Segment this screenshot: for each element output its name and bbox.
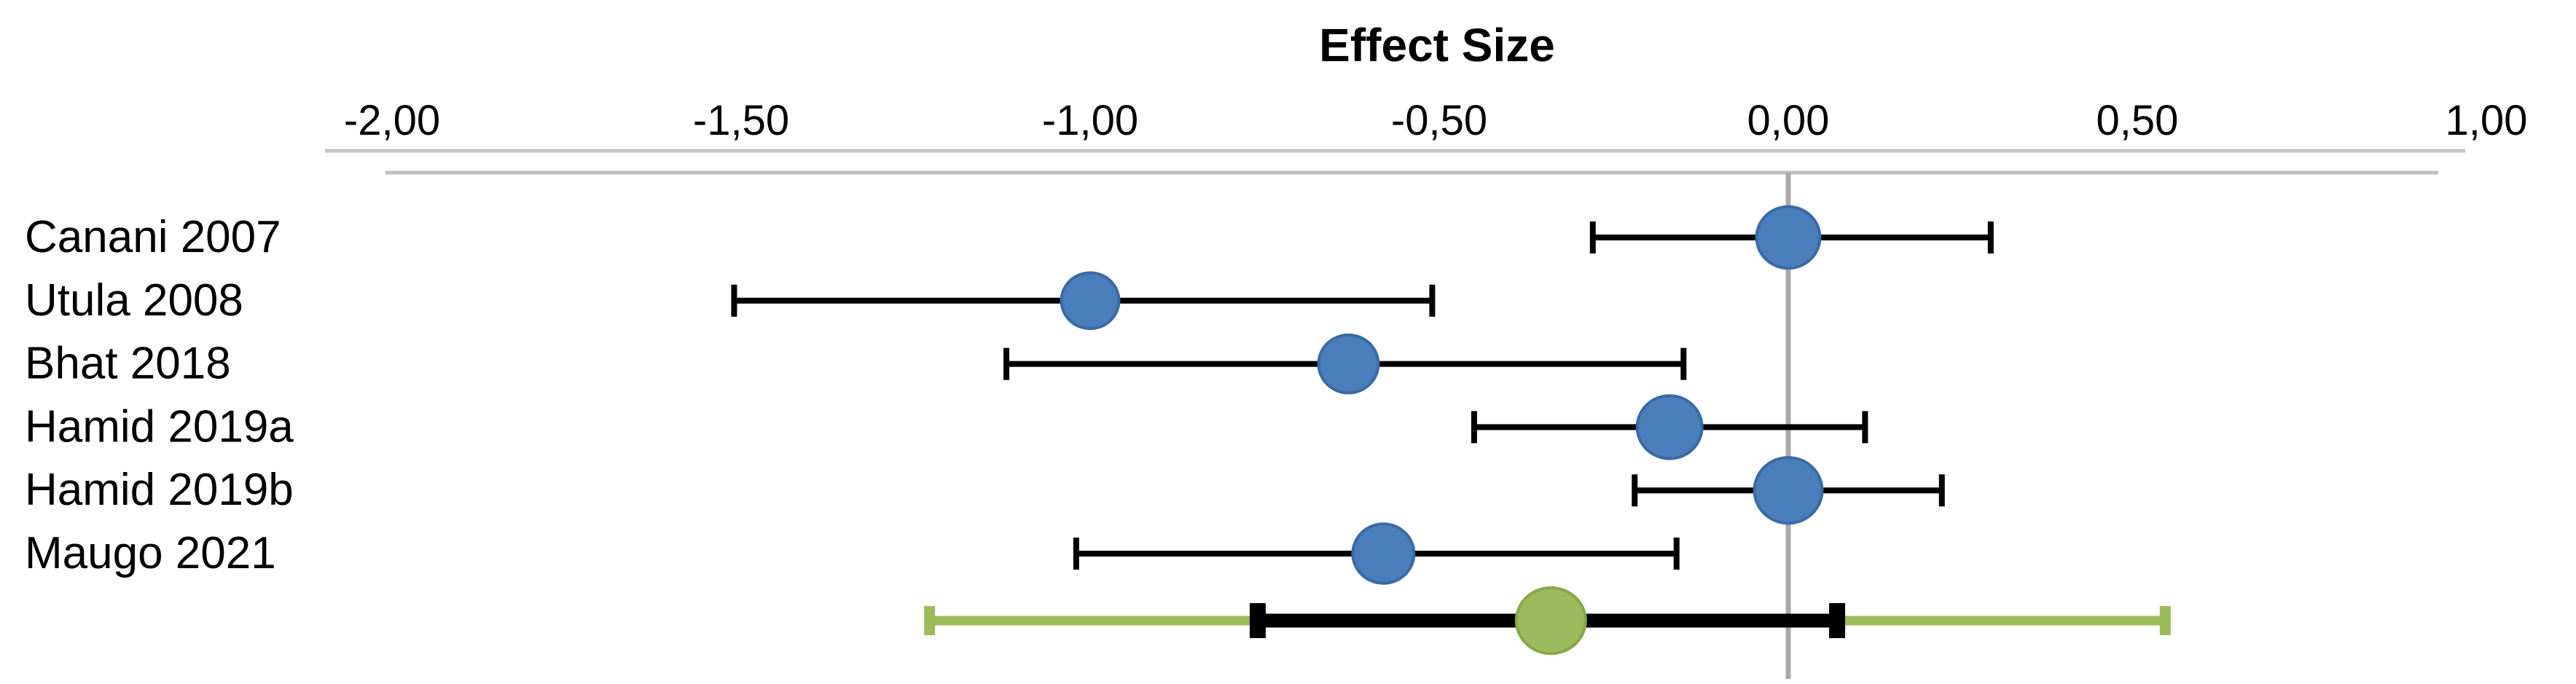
study-label: Maugo 2021 [25,528,276,578]
study-label: Hamid 2019a [25,401,294,452]
x-tick-label: 1,00 [2446,97,2528,144]
chart-title: Effect Size [1319,19,1555,71]
study-label: Canani 2007 [25,212,281,262]
x-tick-label: -0,50 [1391,97,1487,144]
study-marker [1317,333,1380,395]
x-tick-label: -1,50 [693,97,789,144]
study-label: Bhat 2018 [25,339,231,389]
study-marker [1753,456,1824,525]
study-label: Hamid 2019b [25,465,294,515]
x-tick-label: 0,00 [1747,97,1830,144]
x-tick-label: 0,50 [2097,97,2179,144]
study-marker [1635,394,1704,460]
study-marker [1060,271,1121,331]
x-tick-label: -1,00 [1042,97,1138,144]
study-marker [1351,522,1416,585]
summary-marker [1514,586,1587,656]
study-marker [1755,205,1822,270]
study-label: Utula 2008 [25,275,243,326]
x-tick-label: -2,00 [344,97,440,144]
